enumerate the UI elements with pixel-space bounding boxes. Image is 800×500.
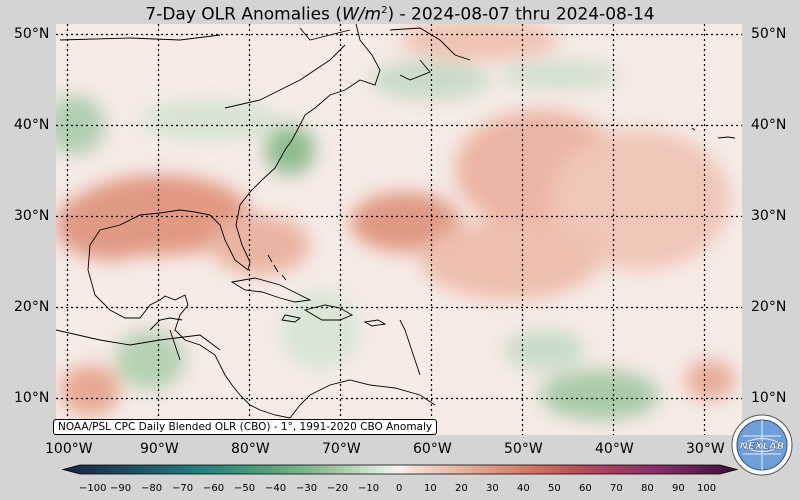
colorbar-tick-label: 70 <box>610 483 623 494</box>
lon-label: 30°W <box>686 441 725 457</box>
nexlab-logo-icon: NEXLAB <box>731 414 793 476</box>
colorbar-tick-label: 80 <box>641 483 654 494</box>
lon-label: 70°W <box>322 441 361 457</box>
lat-label: 40°N <box>751 117 787 133</box>
colorbar-tick-label: −80 <box>141 483 163 494</box>
colorbar-tick-label: 30 <box>486 483 499 494</box>
colorbar-tick-label: 40 <box>517 483 530 494</box>
colorbar <box>61 464 739 475</box>
colorbar-tick-label: 90 <box>672 483 685 494</box>
svg-text:NEXLAB: NEXLAB <box>740 441 785 452</box>
lat-label: 10°N <box>14 390 50 406</box>
colorbar-tick-label: −50 <box>234 483 256 494</box>
lon-label: 50°W <box>504 441 543 457</box>
lat-label: 10°N <box>751 390 787 406</box>
colorbar-tick-label: −70 <box>172 483 194 494</box>
lat-label: 20°N <box>14 299 50 315</box>
colorbar-tick-label: 60 <box>579 483 592 494</box>
colorbar-tick-label: −10 <box>358 483 380 494</box>
lat-label: 20°N <box>751 299 787 315</box>
colorbar-tick-label: −40 <box>265 483 287 494</box>
lat-label: 30°N <box>751 208 787 224</box>
lon-label: 100°W <box>45 441 93 457</box>
colorbar-tick-label: 20 <box>455 483 468 494</box>
anomaly-field <box>56 24 742 435</box>
lon-label: 80°W <box>231 441 270 457</box>
colorbar-tick-label: −90 <box>110 483 132 494</box>
lat-label: 50°N <box>14 26 50 42</box>
colorbar-tick-label: 0 <box>396 483 403 494</box>
graticule <box>56 24 742 435</box>
colorbar-tick-label: −30 <box>296 483 318 494</box>
coastlines <box>56 24 736 419</box>
lon-label: 60°W <box>413 441 452 457</box>
lon-label: 90°W <box>140 441 179 457</box>
lat-label: 40°N <box>14 117 50 133</box>
source-note: NOAA/PSL CPC Daily Blended OLR (CBO) - 1… <box>53 419 438 435</box>
figure-title: 7-Day OLR Anomalies (W/m2) - 2024-08-07 … <box>145 4 655 25</box>
colorbar-tick-label: −60 <box>203 483 225 494</box>
colorbar-tick-label: 50 <box>548 483 561 494</box>
lon-label: 40°W <box>595 441 634 457</box>
lat-label: 50°N <box>751 26 787 42</box>
colorbar-tick-label: 100 <box>697 483 717 494</box>
colorbar-tick-label: −20 <box>327 483 349 494</box>
lat-label: 30°N <box>14 208 50 224</box>
colorbar-tick-label: 10 <box>424 483 437 494</box>
colorbar-tick-label: −100 <box>79 483 107 494</box>
